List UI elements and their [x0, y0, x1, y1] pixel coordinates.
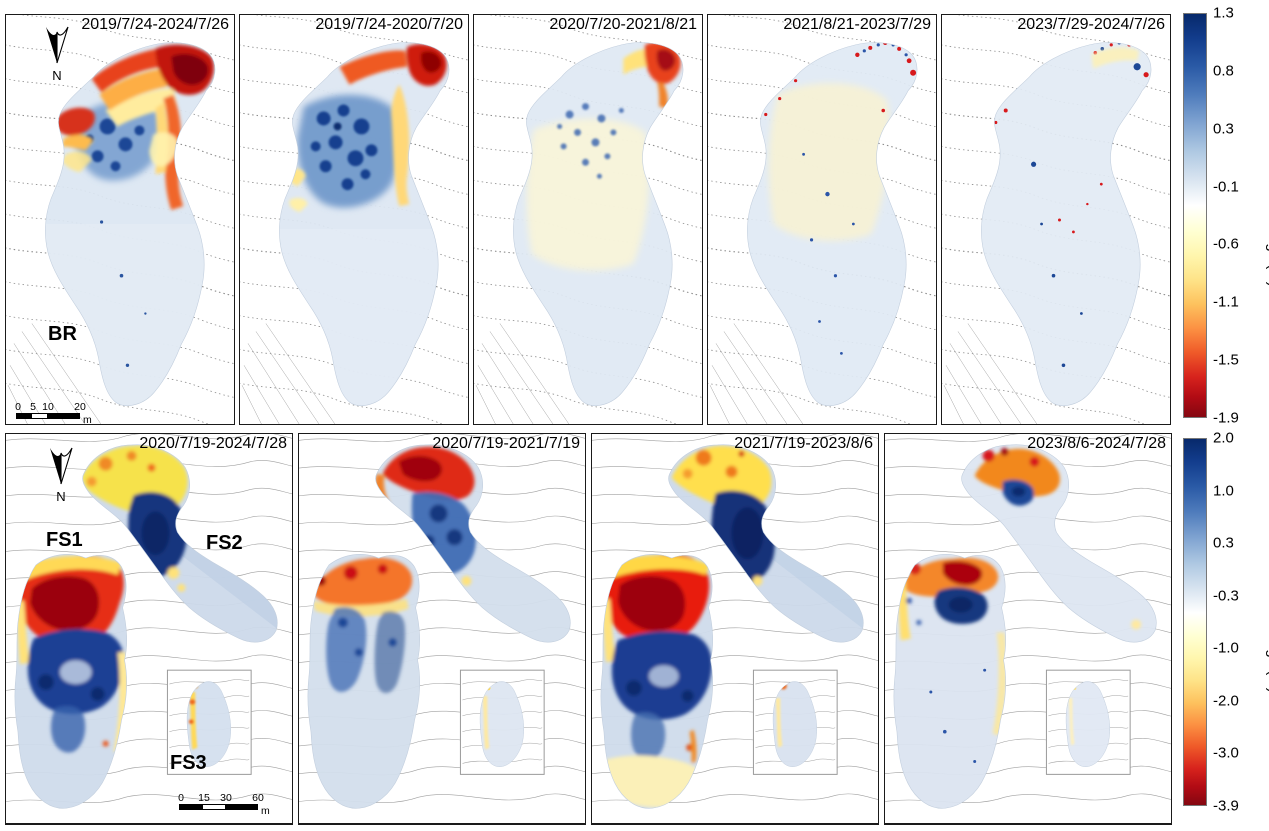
scalebar-tick: 60	[252, 792, 264, 804]
colorbar-tick: -1.0	[1213, 639, 1239, 657]
colorbar-tick: 0.3	[1213, 120, 1234, 138]
scalebar-tick: 30	[220, 792, 232, 804]
map-panel-fs-4: 2023/8/6-2024/7/28	[884, 433, 1172, 825]
colorbar-top: 1.3 0.8 0.3 -0.1 -0.6 -1.1 -1.5 -1.9 Ele…	[1183, 5, 1269, 427]
north-arrow-icon	[49, 447, 73, 485]
panel-title: 2019/7/24-2024/7/26	[81, 16, 229, 33]
map-canvas-br-5	[942, 15, 1170, 424]
colorbar-bottom: 2.0 1.0 0.3 -0.3 -1.0 -2.0 -3.0 -3.9 Ele…	[1183, 430, 1269, 815]
scalebar-top: 0 5 10 20 m	[15, 401, 96, 425]
colorbar-tick: 0.8	[1213, 62, 1234, 80]
panel-title: 2020/7/20-2021/8/21	[549, 16, 697, 33]
colorbar-tick: -1.9	[1213, 409, 1239, 427]
map-panel-fs-1: 2020/7/19-2024/7/28	[5, 433, 293, 825]
north-arrow: N	[48, 444, 74, 504]
scalebar-tick: 0	[178, 792, 184, 804]
map-panel-br-3: 2020/7/20-2021/8/21	[473, 14, 703, 425]
colorbar-bottom-ticks: 2.0 1.0 0.3 -0.3 -1.0 -2.0 -3.0 -3.9	[1213, 430, 1263, 815]
region-label-fs1: FS1	[46, 529, 83, 551]
map-canvas-br-2	[240, 15, 468, 424]
map-canvas-br-1	[6, 15, 234, 424]
colorbar-tick: 2.0	[1213, 429, 1234, 447]
north-label: N	[52, 68, 62, 83]
map-canvas-fs-1	[6, 434, 292, 809]
scalebar-unit: m	[261, 805, 270, 817]
map-canvas-fs-4	[885, 434, 1171, 809]
scalebar-tick: 20	[74, 401, 86, 413]
colorbar-top-ticks: 1.3 0.8 0.3 -0.1 -0.6 -1.1 -1.5 -1.9	[1213, 5, 1263, 427]
north-label: N	[56, 489, 66, 504]
scalebar-unit: m	[83, 414, 92, 425]
map-panel-fs-2: 2020/7/19-2021/7/19	[298, 433, 586, 825]
region-label-fs3: FS3	[170, 752, 207, 774]
colorbar-tick: -3.0	[1213, 744, 1239, 762]
scalebar-tick: 0	[15, 401, 21, 413]
map-canvas-br-4	[708, 15, 936, 424]
scalebar-bottom: 0 15 30 60 m	[178, 792, 271, 818]
colorbar-tick: -1.1	[1213, 293, 1239, 311]
map-panel-fs-3: 2021/7/19-2023/8/6	[591, 433, 879, 825]
colorbar-tick: 1.0	[1213, 482, 1234, 500]
panel-title: 2023/7/29-2024/7/26	[1017, 16, 1165, 33]
panel-title: 2020/7/19-2021/7/19	[432, 435, 580, 452]
map-canvas-fs-2	[299, 434, 585, 809]
colorbar-top-label: Elevation change (m)	[1265, 144, 1269, 287]
colorbar-bottom-gradient	[1183, 438, 1207, 806]
colorbar-top-gradient	[1183, 13, 1207, 418]
map-panel-br-2: 2019/7/24-2020/7/20	[239, 14, 469, 425]
scalebar-tick: 15	[198, 792, 210, 804]
panel-title: 2020/7/19-2024/7/28	[139, 435, 287, 452]
colorbar-tick: -1.5	[1213, 351, 1239, 369]
colorbar-tick: 1.3	[1213, 4, 1234, 22]
map-panel-br-1: 2019/7/24-2024/7/26	[5, 14, 235, 425]
panel-title: 2021/7/19-2023/8/6	[734, 435, 873, 452]
map-canvas-fs-3	[592, 434, 878, 809]
panel-title: 2021/8/21-2023/7/29	[783, 16, 931, 33]
colorbar-tick: -2.0	[1213, 692, 1239, 710]
colorbar-bottom-label: Elevation change (m)	[1265, 551, 1269, 693]
map-panel-br-4: 2021/8/21-2023/7/29	[707, 14, 937, 425]
colorbar-tick: -0.6	[1213, 235, 1239, 253]
map-canvas-br-3	[474, 15, 702, 424]
north-arrow: N	[44, 23, 70, 83]
colorbar-tick: 0.3	[1213, 534, 1234, 552]
scalebar-tick: 5	[30, 401, 36, 413]
north-arrow-icon	[45, 26, 69, 64]
colorbar-tick: -3.9	[1213, 797, 1239, 815]
colorbar-tick: -0.1	[1213, 178, 1239, 196]
map-panel-br-5: 2023/7/29-2024/7/26	[941, 14, 1171, 425]
scalebar-tick: 10	[42, 401, 54, 413]
panel-title: 2023/8/6-2024/7/28	[1027, 435, 1166, 452]
panel-title: 2019/7/24-2020/7/20	[315, 16, 463, 33]
colorbar-tick: -0.3	[1213, 587, 1239, 605]
region-label-br: BR	[48, 323, 77, 345]
region-label-fs2: FS2	[206, 532, 243, 554]
